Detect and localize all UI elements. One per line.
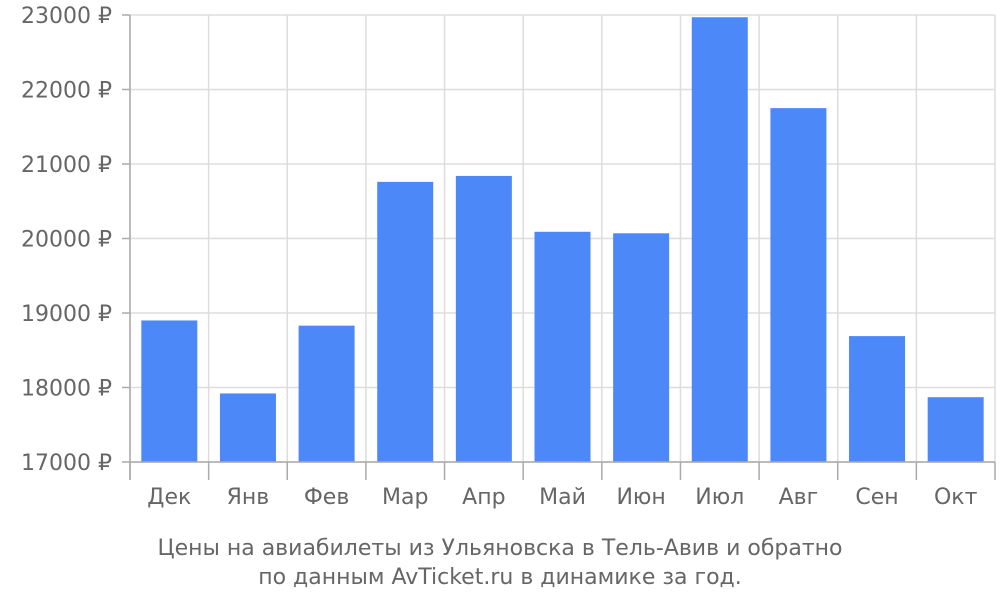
- bar-10: [927, 397, 984, 462]
- bar-1: [219, 393, 276, 462]
- x-tick-label: Фев: [304, 485, 349, 510]
- x-tick-label: Май: [539, 485, 586, 510]
- x-tick-label: Авг: [779, 485, 819, 510]
- x-tick-label: Дек: [147, 485, 191, 510]
- bar-6: [613, 233, 670, 462]
- bar-8: [770, 108, 827, 462]
- y-tick-label: 19000 ₽: [21, 302, 112, 327]
- caption-line-1: Цены на авиабилеты из Ульяновска в Тель-…: [157, 536, 842, 561]
- bar-7: [691, 17, 748, 463]
- bar-5: [534, 231, 591, 462]
- x-tick-label: Мар: [382, 485, 428, 510]
- x-tick-label: Апр: [462, 485, 505, 510]
- y-tick-label: 20000 ₽: [21, 228, 112, 253]
- caption-line-2: по данным AvTicket.ru в динамике за год.: [258, 565, 742, 590]
- bar-9: [849, 336, 906, 462]
- x-tick-label: Сен: [855, 485, 898, 510]
- bar-4: [455, 175, 512, 463]
- grid-layer: [129, 14, 996, 463]
- x-tick-label: Июн: [616, 485, 665, 510]
- labels-layer: 17000 ₽ 18000 ₽ 19000 ₽ 20000 ₽ 21000 ₽ 22000…: [21, 4, 978, 510]
- bar-3: [377, 181, 434, 462]
- y-tick-label: 21000 ₽: [21, 153, 112, 178]
- bars-layer: [141, 17, 984, 463]
- y-tick-label: 17000 ₽: [21, 451, 112, 476]
- x-tick-label: Янв: [227, 485, 270, 510]
- axes-layer: [122, 14, 996, 480]
- y-tick-label: 22000 ₽: [21, 79, 112, 104]
- bar-0: [141, 320, 198, 462]
- y-tick-label: 23000 ₽: [21, 4, 112, 29]
- x-tick-label: Июл: [695, 485, 744, 510]
- x-tick-label: Окт: [934, 485, 978, 510]
- bar-2: [298, 325, 355, 462]
- y-tick-label: 18000 ₽: [21, 377, 112, 402]
